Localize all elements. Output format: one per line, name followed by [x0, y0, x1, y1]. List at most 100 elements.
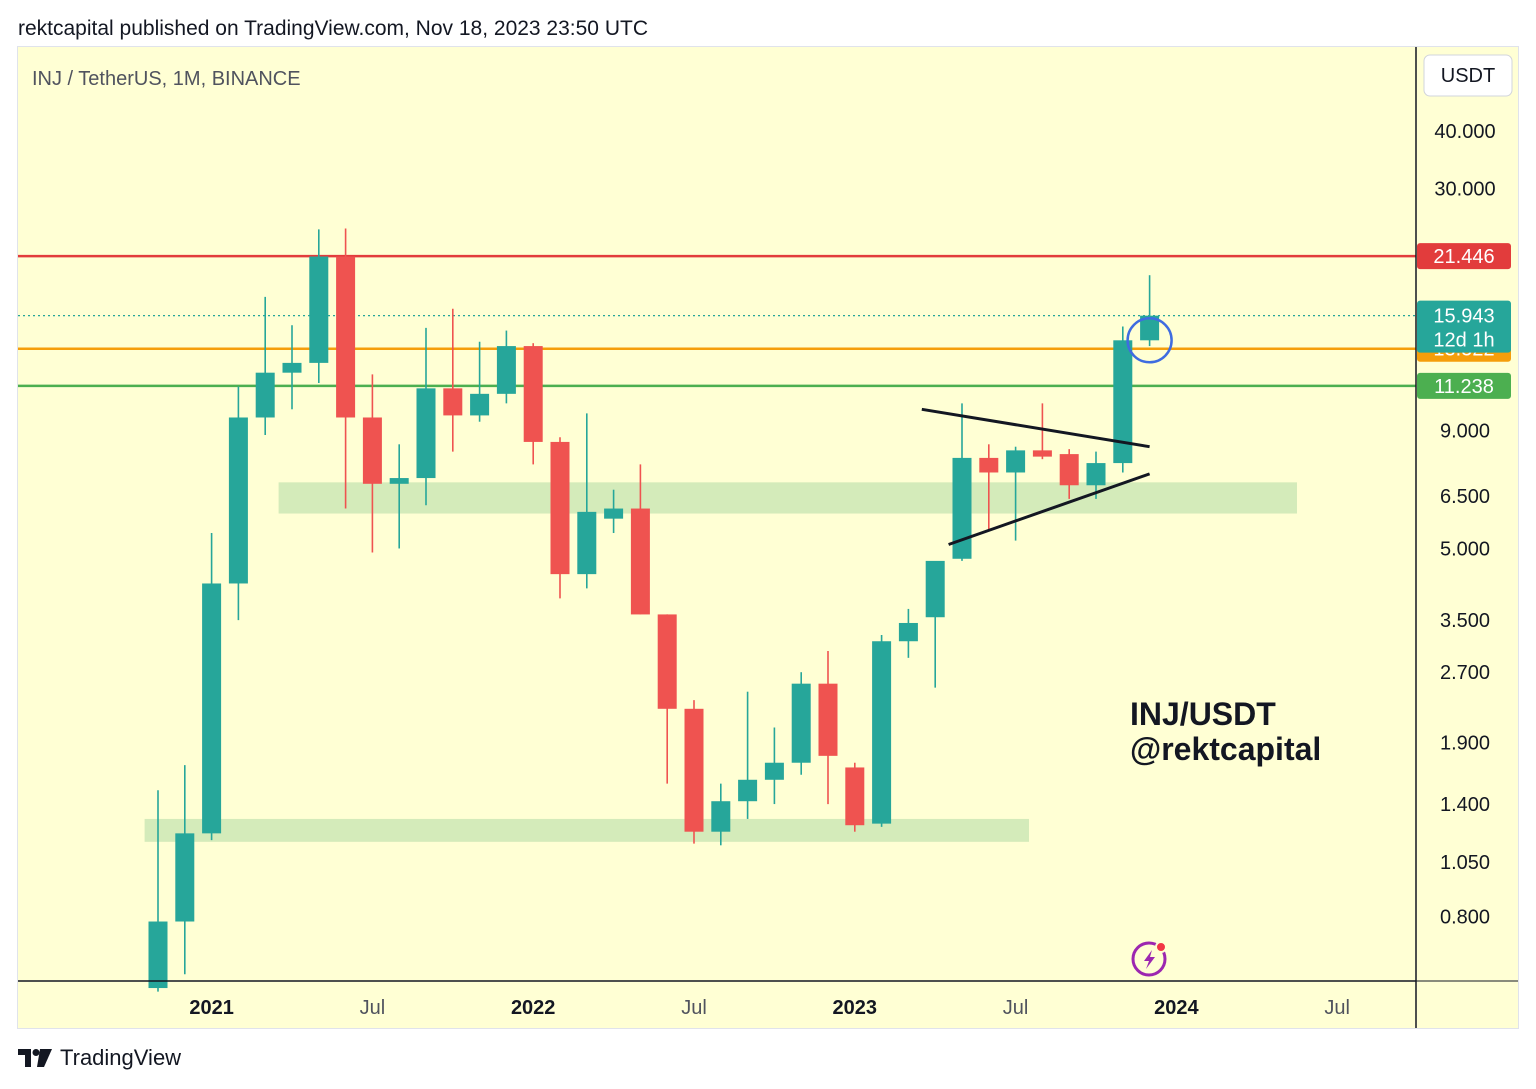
- candle-body: [336, 256, 356, 418]
- x-tick-label: Jul: [1003, 997, 1029, 1019]
- candle-2022-08[interactable]: [711, 783, 731, 846]
- candle-2023-02[interactable]: [872, 634, 892, 827]
- candle-body: [309, 256, 329, 363]
- candle-body: [845, 767, 865, 826]
- lightning-badge-icon[interactable]: [1131, 941, 1167, 977]
- chart-title: INJ / TetherUS, 1M, BINANCE: [32, 68, 301, 90]
- candle-2023-06[interactable]: [979, 444, 999, 530]
- candle-2022-04[interactable]: [604, 489, 624, 534]
- candle-2020-12[interactable]: [175, 765, 195, 975]
- candle-body: [202, 583, 222, 834]
- candle-body: [925, 560, 945, 618]
- candle-2023-12[interactable]: [1140, 275, 1160, 347]
- annotation-author: @rektcapital: [1130, 731, 1321, 767]
- candle-2021-12[interactable]: [496, 330, 516, 404]
- candle-2021-09[interactable]: [416, 327, 436, 506]
- triangle-upper-line[interactable]: [921, 407, 1150, 449]
- candle-2021-03[interactable]: [255, 296, 275, 435]
- candle-body: [1140, 315, 1160, 341]
- candle-body: [979, 457, 999, 473]
- candle-2021-07[interactable]: [362, 374, 382, 553]
- candle-body: [604, 508, 624, 519]
- candle-2022-07[interactable]: [684, 700, 704, 844]
- candle-body: [389, 478, 409, 484]
- candle-body: [228, 417, 248, 584]
- x-tick-label: 2022: [511, 997, 556, 1019]
- candle-body: [416, 388, 436, 479]
- axis-price-tag-green: [1417, 372, 1511, 399]
- tradingview-logo-icon: [18, 1049, 52, 1067]
- highlight-circle[interactable]: [1126, 317, 1173, 364]
- triangle-lower-line[interactable]: [948, 472, 1151, 546]
- chart-frame[interactable]: INJ / TetherUS, 1M, BINANCE INJ/USDT @re…: [17, 46, 1519, 1029]
- candle-2022-06[interactable]: [657, 614, 677, 784]
- candle-2021-08[interactable]: [389, 444, 409, 549]
- y-tick-label: 1.050: [1440, 852, 1490, 874]
- candle-2021-10[interactable]: [443, 308, 463, 452]
- candle-2022-12[interactable]: [818, 651, 838, 805]
- x-tick-label: 2024: [1154, 997, 1199, 1019]
- candle-2021-05[interactable]: [309, 229, 329, 383]
- candle-2022-11[interactable]: [791, 672, 811, 775]
- candle-2022-10[interactable]: [764, 727, 784, 805]
- candle-2023-01[interactable]: [845, 762, 865, 832]
- candle-2022-01[interactable]: [523, 343, 543, 465]
- current-price-tag: [1417, 300, 1511, 353]
- candle-body: [577, 511, 597, 575]
- candle-2022-09[interactable]: [738, 691, 758, 819]
- candle-2023-10[interactable]: [1086, 451, 1106, 499]
- candle-body: [630, 508, 650, 615]
- candle-body: [952, 457, 972, 559]
- y-tick-label: 6.500: [1440, 486, 1490, 508]
- candle-2021-01[interactable]: [202, 533, 222, 841]
- candle-body: [684, 708, 704, 832]
- axis-price-label: 21.446: [1433, 246, 1494, 268]
- tradingview-logo[interactable]: TradingView: [18, 1045, 181, 1071]
- candle-2021-02[interactable]: [228, 386, 248, 621]
- candle-body: [1032, 450, 1052, 457]
- x-tick-label: Jul: [681, 997, 707, 1019]
- candle-2023-11[interactable]: [1113, 326, 1133, 473]
- candle-2021-06[interactable]: [336, 228, 356, 509]
- currency-button[interactable]: USDT: [1423, 54, 1513, 97]
- support-zone-2[interactable]: [144, 818, 1030, 842]
- candle-body: [470, 393, 490, 416]
- candle-2020-11[interactable]: [148, 790, 168, 992]
- candle-2021-04[interactable]: [282, 325, 302, 410]
- y-tick-label: 30.000: [1434, 179, 1495, 201]
- y-tick-label: 3.500: [1440, 610, 1490, 632]
- y-tick-label: 0.800: [1440, 906, 1490, 928]
- y-tick-label: 9.000: [1440, 420, 1490, 442]
- candle-2022-02[interactable]: [550, 437, 570, 599]
- candle-2022-05[interactable]: [630, 464, 650, 615]
- candle-body: [282, 362, 302, 373]
- candle-2023-05[interactable]: [952, 403, 972, 561]
- candle-2023-03[interactable]: [898, 608, 918, 658]
- y-tick-label: 40.000: [1434, 121, 1495, 143]
- candle-body: [711, 801, 731, 832]
- candle-body: [738, 779, 758, 802]
- candle-body: [657, 614, 677, 709]
- price-chart[interactable]: INJ / TetherUS, 1M, BINANCE INJ/USDT @re…: [18, 47, 1518, 1028]
- candle-2021-11[interactable]: [470, 341, 490, 422]
- candle-body: [1059, 454, 1079, 486]
- x-tick-label: 2023: [833, 997, 878, 1019]
- x-tick-label: Jul: [1324, 997, 1350, 1019]
- candle-body: [496, 346, 516, 394]
- support-zone-1[interactable]: [278, 482, 1298, 514]
- candle-2023-09[interactable]: [1059, 449, 1079, 499]
- candle-2023-08[interactable]: [1032, 403, 1052, 460]
- currency-label: USDT: [1441, 65, 1495, 87]
- y-tick-label: 5.000: [1440, 538, 1490, 560]
- candle-2023-04[interactable]: [925, 560, 945, 688]
- y-tick-label: 1.900: [1440, 733, 1490, 755]
- publish-header: rektcapital published on TradingView.com…: [18, 17, 648, 40]
- current-price-label: 15.943: [1433, 306, 1494, 328]
- candle-body: [148, 921, 168, 989]
- candle-body: [1086, 463, 1106, 486]
- candle-body: [818, 683, 838, 756]
- candle-2023-07[interactable]: [1006, 446, 1026, 541]
- candle-2022-03[interactable]: [577, 413, 597, 589]
- candle-countdown-label: 12d 1h: [1433, 330, 1494, 352]
- x-tick-label: Jul: [360, 997, 386, 1019]
